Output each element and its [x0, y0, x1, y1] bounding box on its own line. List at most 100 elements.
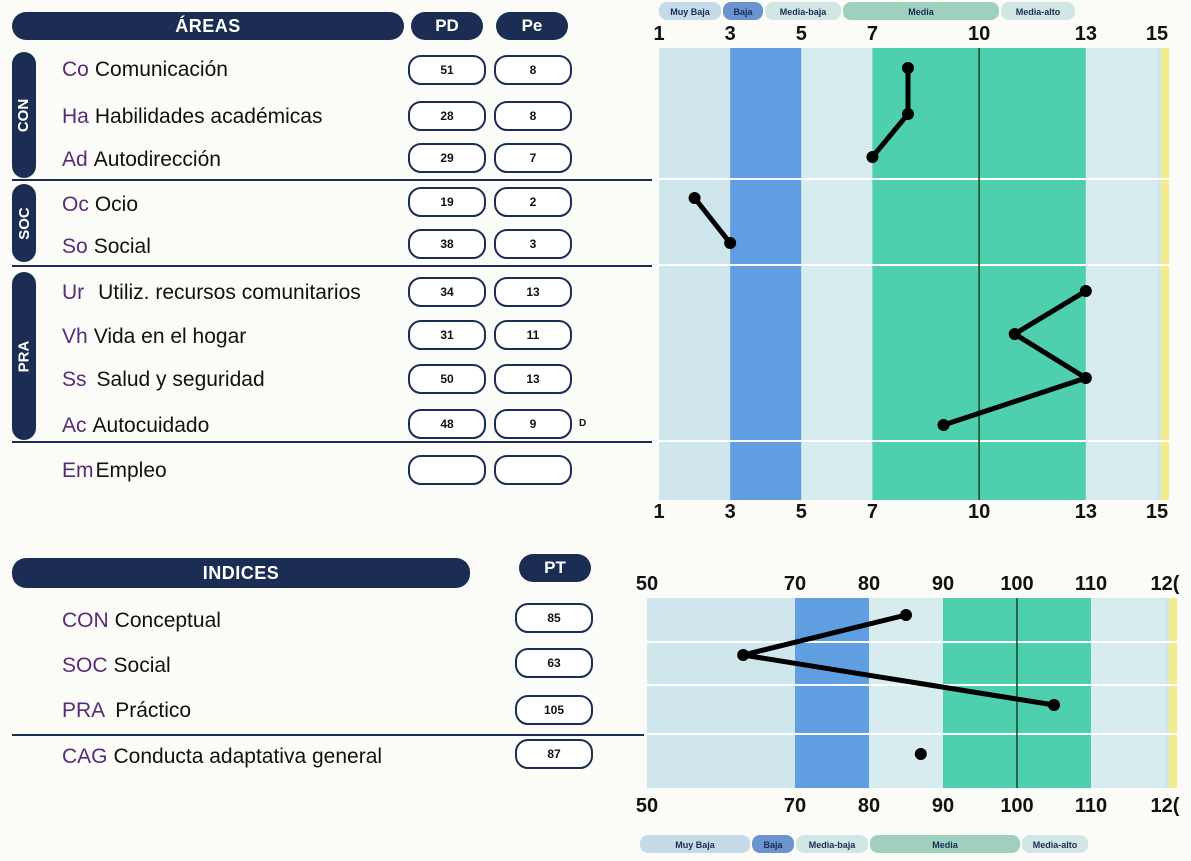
x-tick-label-top: 1 [653, 23, 664, 45]
area-abbr: Em [62, 459, 94, 482]
area-name: Salud y seguridad [96, 368, 265, 391]
data-point-pra [1048, 699, 1060, 711]
legend-label: Media-alto [1033, 840, 1078, 850]
area-name: Habilidades académicas [94, 105, 323, 128]
data-point-so [724, 237, 737, 249]
x-tick-label-bottom: 7 [867, 501, 878, 523]
ac-note: D [579, 418, 587, 429]
pe-value-em[interactable] [494, 455, 572, 485]
index-name: Conducta adaptativa general [113, 745, 383, 768]
legend-band [843, 2, 999, 20]
area-name: Ocio [94, 193, 139, 216]
legend-label: Muy Baja [670, 7, 711, 17]
area-row-so: So Social [62, 235, 151, 259]
legend-band [796, 835, 868, 853]
x-tick-label-bottom: 1 [653, 501, 664, 523]
data-point-co [902, 62, 914, 74]
separator-indices-cag [12, 734, 644, 736]
x-tick-label-top: 110 [1075, 573, 1107, 595]
pd-value-oc: 19 [408, 187, 486, 217]
band-media-alto [1085, 48, 1157, 500]
separator-con-soc [12, 179, 652, 181]
area-name: Comunicación [94, 58, 228, 81]
legend-band [640, 835, 750, 853]
band-alto [1169, 598, 1177, 788]
legend-label: Media [932, 840, 959, 850]
x-tick-label-bottom: 110 [1075, 795, 1107, 817]
band-media-alto [1091, 598, 1165, 788]
area-row-em: EmEmpleo [62, 459, 167, 483]
area-name: Autodirección [93, 148, 221, 171]
pd-value-so: 38 [408, 229, 486, 259]
area-row-vh: Vh Vida en el hogar [62, 325, 246, 349]
legend-band [1022, 835, 1088, 853]
x-tick-label-bottom: 5 [796, 501, 807, 523]
area-row-oc: Oc Ocio [62, 193, 138, 217]
areas-header: ÁREAS [12, 12, 404, 40]
x-tick-label-top: 100 [1000, 573, 1033, 595]
area-abbr: Ss [62, 368, 87, 391]
separator-soc-pra [12, 265, 652, 267]
pd-value-ur: 34 [408, 277, 486, 307]
pe-value-ha: 8 [494, 101, 572, 131]
profile-line [692, 196, 733, 245]
x-tick-label-top: 13 [1075, 23, 1097, 45]
data-point-ac [937, 419, 950, 431]
pe-value-ss: 13 [494, 364, 572, 394]
group-tab-con: CON [12, 52, 36, 178]
pe-value-ac: 9 [494, 409, 572, 439]
band-media-baja [801, 48, 873, 500]
x-tick-label-bottom: 15 [1146, 501, 1168, 523]
profile-line [942, 288, 1089, 428]
pe-value-ur: 13 [494, 277, 572, 307]
index-abbr: SOC [62, 654, 108, 677]
index-row-con: CON Conceptual [62, 609, 221, 633]
area-row-ur: Ur Utiliz. recursos comunitarios [62, 281, 361, 305]
index-name: Práctico [115, 699, 192, 722]
data-point-cag [914, 748, 927, 760]
band-muy-baja [647, 598, 795, 788]
pe-value-vh: 11 [494, 320, 572, 350]
area-abbr: Oc [62, 193, 89, 216]
pe-value-so: 3 [494, 229, 572, 259]
index-row-pra: PRA Práctico [62, 699, 191, 723]
data-point-con [900, 609, 912, 621]
x-tick-label-top: 3 [725, 23, 736, 45]
data-point-vh [1008, 328, 1021, 340]
area-abbr: Vh [62, 325, 88, 348]
area-row-ha: Ha Habilidades académicas [62, 105, 323, 129]
pd-value-ss: 50 [408, 364, 486, 394]
x-tick-label-bottom: 12( [1151, 795, 1180, 817]
legend-label: Media [908, 7, 935, 17]
x-tick-label-top: 12( [1151, 573, 1180, 595]
index-abbr: CAG [62, 745, 108, 768]
data-point-oc [688, 192, 701, 204]
area-abbr: So [62, 235, 88, 258]
x-tick-label-top: 5 [796, 23, 807, 45]
pe-value-co: 8 [494, 55, 572, 85]
pt-value-cag: 87 [515, 739, 593, 769]
legend-label: Media-baja [780, 7, 828, 17]
pd-value-ha: 28 [408, 101, 486, 131]
legend-band [723, 2, 763, 20]
x-tick-label-bottom: 50 [636, 795, 658, 817]
pe-value-oc: 2 [494, 187, 572, 217]
pd-value-co: 51 [408, 55, 486, 85]
pd-value-em[interactable] [408, 455, 486, 485]
x-tick-label-bottom: 10 [968, 501, 990, 523]
pt-value-pra: 105 [515, 695, 593, 725]
area-abbr: Ur [62, 281, 85, 304]
band-muy-baja [659, 48, 731, 500]
indices-header: INDICES [12, 558, 470, 588]
data-point-ad [866, 151, 879, 163]
index-name: Conceptual [114, 609, 221, 632]
pt-value-soc: 63 [515, 648, 593, 678]
area-name: Autocuidado [92, 414, 210, 437]
pt-value-con: 85 [515, 603, 593, 633]
group-tab-pra: PRA [12, 272, 36, 440]
legend-label: Baja [763, 840, 783, 850]
x-tick-label-top: 10 [968, 23, 990, 45]
indices-profile-chart: 50 50 70 70 80 80 90 90 100 100 110 110 12(12(Muy Ba… [636, 573, 1180, 853]
area-row-ss: Ss Salud y seguridad [62, 368, 265, 392]
area-row-ac: Ac Autocuidado [62, 414, 209, 438]
